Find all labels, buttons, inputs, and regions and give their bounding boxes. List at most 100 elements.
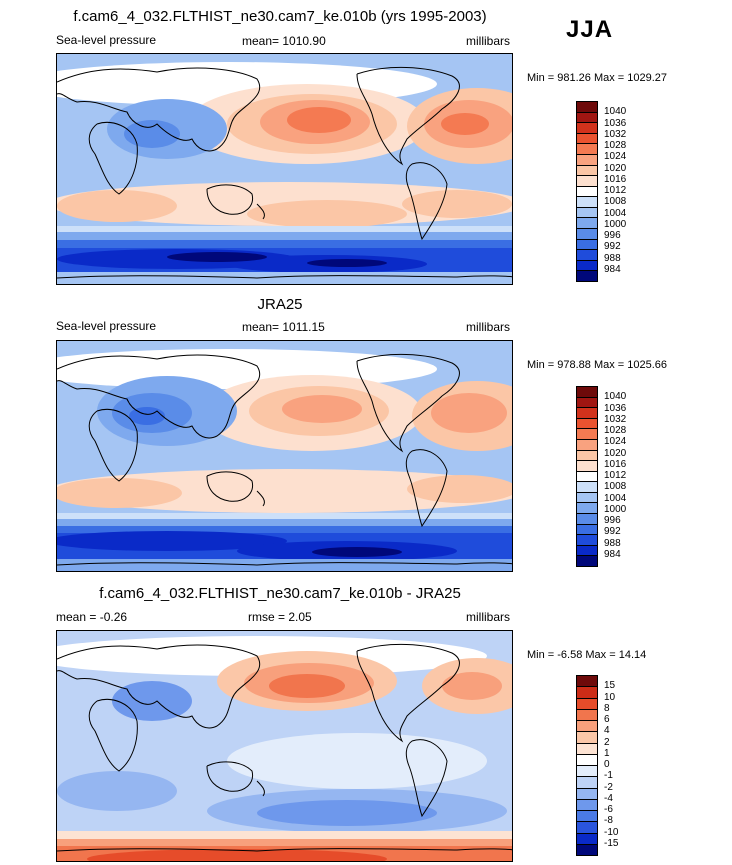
field-contour <box>57 478 182 508</box>
field-contour <box>112 681 192 721</box>
panel-1-map <box>56 53 513 285</box>
colorbar-label: 988 <box>604 537 621 549</box>
panel-2-field <box>57 341 512 571</box>
field-contour <box>57 771 177 811</box>
colorbar-label: -6 <box>604 804 613 815</box>
eurasia-coastline <box>57 354 260 439</box>
panel-2-mean-label: mean= 1011.15 <box>242 320 325 334</box>
field-contour <box>307 259 387 267</box>
colorbar-label: 1000 <box>604 218 627 230</box>
field-contour <box>287 107 351 133</box>
colorbar-label: 1032 <box>604 128 627 140</box>
antarctica-coastline <box>57 848 512 852</box>
colorbar-label: 992 <box>604 526 621 538</box>
field-contour <box>402 190 512 218</box>
colorbar-swatch <box>576 742 598 754</box>
colorbar-label: 1020 <box>604 162 627 174</box>
colorbar-swatch <box>576 753 598 765</box>
panel-3-colorbar: 15 10 8 6 4 2 1 0 -1 -2 -4 -6 -8 -10 -15 <box>576 675 618 856</box>
south-america-coastline <box>405 162 448 241</box>
colorbar-label: 2 <box>604 736 610 748</box>
colorbar-swatch <box>576 386 598 397</box>
colorbar-swatch <box>576 787 598 799</box>
colorbar-label: 0 <box>604 759 610 770</box>
colorbar-swatch <box>576 765 598 777</box>
colorbar-swatch <box>576 686 598 698</box>
field-contour <box>57 559 512 571</box>
field-contour <box>124 120 180 148</box>
field-contour <box>257 800 437 826</box>
colorbar-label: 1036 <box>604 117 627 129</box>
colorbar-swatch <box>576 731 598 743</box>
colorbar-swatch <box>576 206 598 218</box>
eurasia-coastline <box>57 67 260 152</box>
panel-2-variable-label: Sea-level pressure <box>56 319 157 333</box>
colorbar-swatch <box>576 143 598 154</box>
panel-3-map <box>56 630 513 862</box>
colorbar-label: 6 <box>604 714 610 725</box>
coastlines <box>57 644 512 852</box>
panel-3-field <box>57 631 512 861</box>
panel-3-mean-label: mean = -0.26 <box>56 610 128 624</box>
colorbar-label: 1016 <box>604 458 627 470</box>
colorbar-label: -2 <box>604 781 613 793</box>
field-contour <box>87 849 387 861</box>
eurasia-coastline <box>57 644 260 729</box>
panel-1-variable-label: Sea-level pressure <box>56 33 157 47</box>
colorbar-swatch <box>576 555 598 567</box>
colorbar-swatch <box>576 513 598 524</box>
panel-1-mean-label: mean= 1010.90 <box>242 34 326 48</box>
panel-3-units-label: millibars <box>466 610 511 624</box>
colorbar-label: 1028 <box>604 140 627 151</box>
field-contour <box>269 674 345 698</box>
colorbar-swatch <box>576 481 598 492</box>
colorbar-label: 1012 <box>604 185 627 196</box>
colorbar-swatch <box>576 238 598 250</box>
field-contour <box>282 395 362 423</box>
africa-coastline <box>88 408 138 482</box>
colorbar-swatch <box>576 270 598 282</box>
colorbar-swatch <box>576 196 598 207</box>
field-contour <box>247 200 407 228</box>
africa-coastline <box>88 698 138 772</box>
colorbar-label: 1008 <box>604 481 627 493</box>
colorbar-swatch <box>576 502 598 514</box>
panel-1-minmax: Min = 981.26 Max = 1029.27 <box>527 72 668 84</box>
colorbar-swatch <box>576 438 598 450</box>
colorbar-swatch <box>576 428 598 439</box>
colorbar-swatch <box>576 122 598 133</box>
field-contour <box>57 531 287 551</box>
colorbar-label: 1008 <box>604 196 627 208</box>
colorbar-label: 984 <box>604 548 621 560</box>
colorbar-swatch <box>576 175 598 186</box>
colorbar-swatch <box>576 153 598 165</box>
colorbar-label: -10 <box>604 826 619 838</box>
colorbar-label: -1 <box>604 770 613 782</box>
colorbar-label: 8 <box>604 702 610 714</box>
colorbar-label: -8 <box>604 815 613 827</box>
panel-2-colorbar: 1040 1036 1032 1028 1024 1020 1016 1012 1008 1004… <box>576 386 626 567</box>
colorbar-swatch <box>576 675 598 687</box>
colorbar-label: 1040 <box>604 106 627 118</box>
panel-2-units-label: millibars <box>466 320 511 334</box>
colorbar-label: 1004 <box>604 492 627 504</box>
colorbar-swatch <box>576 544 598 556</box>
colorbar-swatch <box>576 407 598 418</box>
australia-coastline <box>206 184 254 215</box>
colorbar-swatch <box>576 164 598 176</box>
field-contour <box>167 252 267 262</box>
colorbar-swatch <box>576 417 598 429</box>
north-america-coastline <box>356 644 460 743</box>
new-zealand-coastline <box>256 203 265 220</box>
colorbar-swatch <box>576 843 598 856</box>
field-contour <box>57 190 177 222</box>
colorbar-swatch <box>576 259 598 271</box>
africa-coastline <box>88 121 138 195</box>
australia-coastline <box>206 761 254 792</box>
colorbar-swatch <box>576 217 598 229</box>
colorbar-swatch <box>576 101 598 112</box>
panel-1-title: f.cam6_4_032.FLTHIST_ne30.cam7_ke.010b (… <box>73 8 487 25</box>
new-zealand-coastline <box>256 780 265 797</box>
colorbar-swatch <box>576 821 598 833</box>
colorbar-swatch <box>576 249 598 260</box>
